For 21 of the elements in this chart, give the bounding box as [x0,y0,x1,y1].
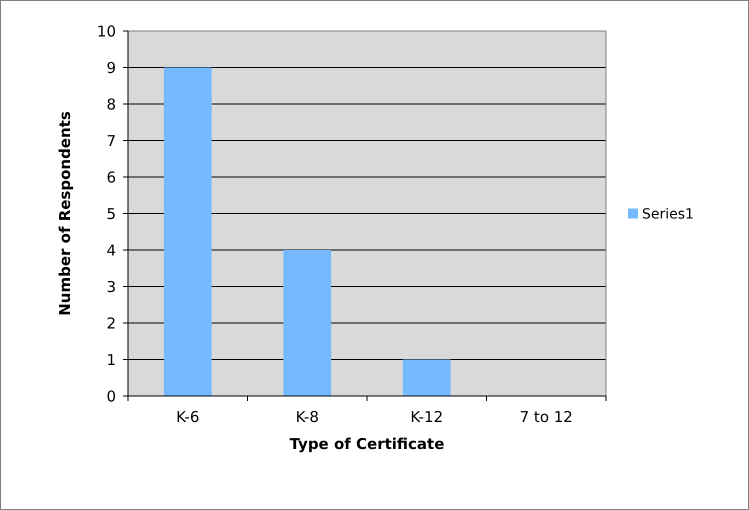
y-tick-label: 7 [106,132,116,150]
bar [283,250,332,396]
y-tick-label: 2 [106,314,116,332]
y-axis-title: Number of Respondents [56,111,74,316]
bar [402,360,451,396]
x-tick-label: K-6 [176,408,200,426]
x-axis-title: Type of Certificate [290,435,444,453]
y-tick-label: 3 [106,278,116,296]
x-tick-label: K-8 [296,408,319,426]
y-tick-label: 9 [106,58,116,77]
y-tick-label: 6 [106,168,116,186]
legend-label: Series1 [642,206,694,222]
y-tick-label: 0 [106,387,116,406]
x-tick-label: 7 to 12 [520,408,573,426]
y-tick-label: 1 [106,350,116,369]
y-tick-label: 5 [106,204,116,223]
x-tick-label: K-12 [410,408,444,426]
y-tick-label: 4 [106,241,116,260]
bar [164,68,212,396]
y-tick-label: 10 [96,22,116,40]
y-tick-label: 8 [106,95,116,114]
